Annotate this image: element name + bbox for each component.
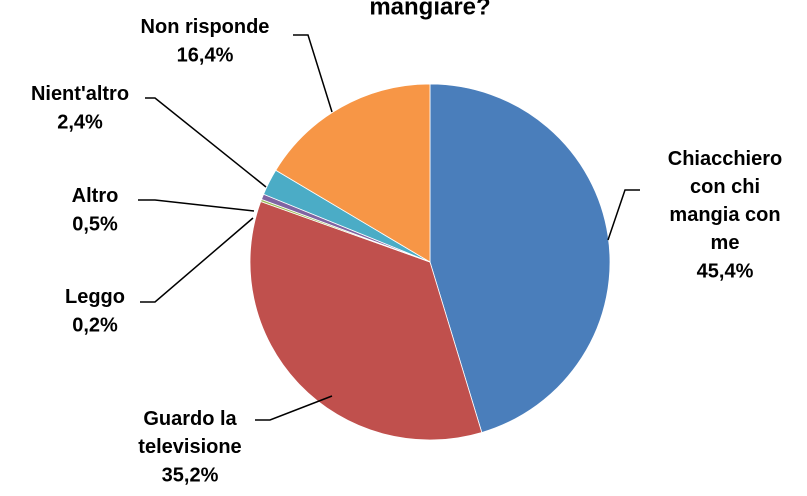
leader-line <box>140 217 254 303</box>
pie-slice <box>249 200 483 441</box>
leader-line <box>138 199 255 212</box>
slice-value-label: 2,4% <box>57 111 103 133</box>
slice-value-label: 35,2% <box>162 464 219 486</box>
leader-line <box>607 189 640 241</box>
slice-label: Leggo <box>65 286 125 308</box>
pie-slice <box>275 83 431 263</box>
slice-label: Chiacchiero con chi mangia con me <box>668 148 782 254</box>
leader-line <box>255 395 333 421</box>
slice-label: Non risponde <box>141 16 270 38</box>
slice-value-label: 16,4% <box>177 44 234 66</box>
slice-label: Guardo la televisione <box>138 408 241 458</box>
slice-label: Nient'altro <box>31 83 129 105</box>
leader-line <box>145 97 267 188</box>
slice-value-label: 45,4% <box>697 260 754 282</box>
pie-slice <box>429 83 611 433</box>
slice-label: Altro <box>72 185 119 207</box>
slice-value-label: 0,5% <box>72 213 118 235</box>
leader-line <box>293 34 333 113</box>
chart-title: mangiare? <box>369 0 490 20</box>
slice-value-label: 0,2% <box>72 314 118 336</box>
